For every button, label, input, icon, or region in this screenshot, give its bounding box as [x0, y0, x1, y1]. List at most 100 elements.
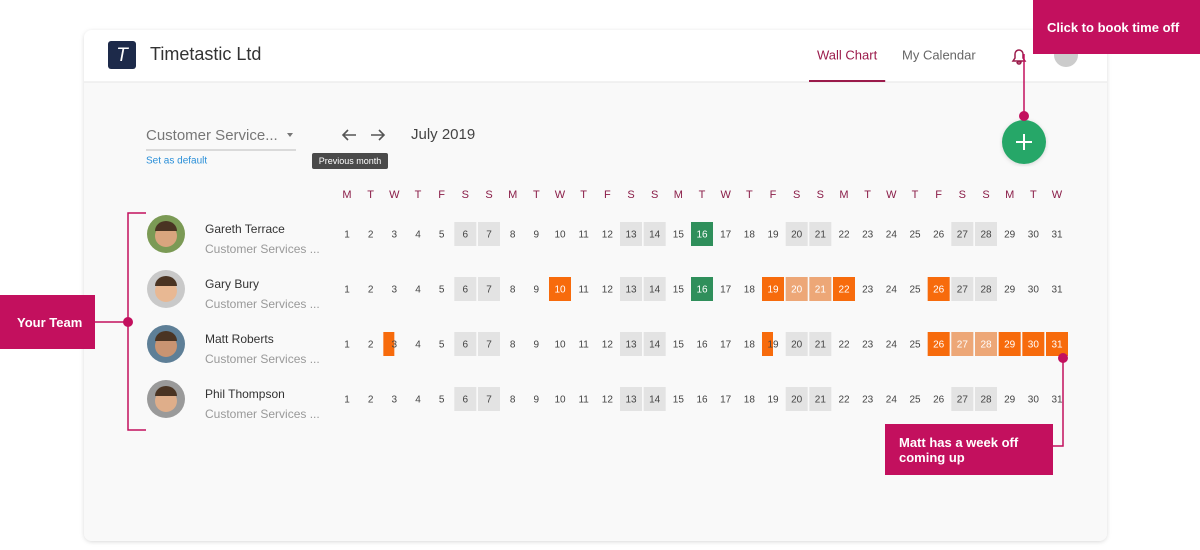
annotation: Click to book time off — [1033, 0, 1200, 54]
weekday-letter: W — [389, 189, 400, 201]
day-number: 14 — [649, 230, 661, 241]
leave-cell — [975, 332, 997, 356]
weekday-letter: W — [555, 189, 566, 201]
leave-cell — [383, 332, 395, 356]
day-number: 3 — [392, 340, 398, 351]
day-number: 12 — [602, 285, 614, 296]
team-select[interactable]: Customer Service... — [146, 127, 278, 144]
day-number: 17 — [720, 340, 732, 351]
day-number: 19 — [767, 285, 779, 296]
day-number: 14 — [649, 395, 661, 406]
annotation: Your Team — [0, 295, 95, 349]
day-number: 5 — [439, 230, 445, 241]
annotation: Matt has a week off coming up — [885, 424, 1053, 475]
day-number: 21 — [815, 395, 827, 406]
day-number: 11 — [578, 230, 589, 241]
day-number: 26 — [933, 230, 945, 241]
day-number: 16 — [696, 285, 708, 296]
weekend-cell — [478, 277, 500, 301]
prev-month[interactable] — [341, 129, 356, 141]
day-number: 4 — [415, 230, 421, 241]
weekday-letter: S — [651, 189, 658, 201]
day-number: 18 — [744, 395, 756, 406]
person-team: Customer Services ... — [205, 297, 320, 311]
day-number: 29 — [1004, 230, 1016, 241]
weekend-cell — [454, 277, 477, 301]
leave-cell — [809, 277, 832, 301]
day-number: 23 — [862, 340, 874, 351]
callout-dot — [123, 317, 133, 327]
weekend-cell — [454, 222, 477, 246]
day-number: 18 — [744, 285, 756, 296]
day-number: 25 — [909, 285, 921, 296]
day-number: 24 — [886, 285, 898, 296]
person-team: Customer Services ... — [205, 352, 320, 366]
leave-cell — [1022, 332, 1045, 356]
day-number: 10 — [554, 230, 566, 241]
day-number: 1 — [344, 395, 350, 406]
day-number: 12 — [602, 230, 614, 241]
nav-tab[interactable]: My Calendar — [902, 47, 976, 62]
weekend-cell — [785, 222, 808, 246]
weekday-letter: F — [935, 189, 942, 201]
day-number: 25 — [909, 340, 921, 351]
leave-cell — [1046, 332, 1068, 356]
weekday-letter: S — [982, 189, 989, 201]
day-number: 2 — [368, 395, 374, 406]
weekend-cell — [809, 387, 832, 411]
day-number: 19 — [767, 340, 779, 351]
weekday-letter: S — [627, 189, 634, 201]
day-number: 16 — [696, 395, 708, 406]
day-number: 28 — [980, 395, 992, 406]
day-number: 20 — [791, 230, 803, 241]
weekend-cell — [809, 332, 832, 356]
weekend-cell — [643, 332, 666, 356]
day-number: 1 — [344, 230, 350, 241]
day-number: 9 — [534, 230, 540, 241]
day-number: 31 — [1051, 395, 1063, 406]
weekend-cell — [809, 222, 832, 246]
set-default-link[interactable]: Set as default — [146, 156, 207, 167]
next-month[interactable] — [371, 129, 386, 141]
leave-cell — [833, 277, 855, 301]
weekend-cell — [478, 387, 500, 411]
add-icon[interactable] — [1016, 134, 1032, 150]
day-number: 30 — [1028, 395, 1040, 406]
nav-tab[interactable]: Wall Chart — [817, 47, 878, 62]
day-number: 14 — [649, 285, 661, 296]
day-number: 3 — [392, 230, 398, 241]
day-number: 21 — [815, 285, 827, 296]
leave-cell — [785, 277, 808, 301]
month-label: July 2019 — [411, 126, 475, 143]
person-name: Matt Roberts — [205, 332, 274, 346]
company-name: Timetastic Ltd — [150, 44, 261, 64]
day-number: 7 — [486, 340, 492, 351]
day-number: 14 — [649, 340, 661, 351]
weekday-letter: F — [770, 189, 777, 201]
weekend-cell — [785, 332, 808, 356]
day-number: 9 — [534, 285, 540, 296]
weekday-letter: M — [839, 189, 848, 201]
weekend-cell — [643, 387, 666, 411]
weekend-cell — [620, 332, 642, 356]
weekend-cell — [620, 387, 642, 411]
day-number: 8 — [510, 285, 516, 296]
day-number: 21 — [815, 230, 827, 241]
day-number: 29 — [1004, 285, 1016, 296]
day-number: 20 — [791, 285, 803, 296]
day-number: 28 — [980, 230, 992, 241]
avatar-hair — [155, 221, 177, 231]
weekday-letter: W — [886, 189, 897, 201]
weekday-letter: T — [533, 189, 540, 201]
day-number: 8 — [510, 230, 516, 241]
select-caret[interactable] — [287, 133, 293, 137]
bell-icon[interactable] — [1011, 49, 1027, 65]
person-name: Gareth Terrace — [205, 222, 285, 236]
day-number: 26 — [933, 285, 945, 296]
weekday-letter: T — [699, 189, 706, 201]
weekend-cell — [951, 277, 974, 301]
day-number: 9 — [534, 395, 540, 406]
day-number: 7 — [486, 285, 492, 296]
weekday-letter: M — [674, 189, 683, 201]
day-number: 28 — [980, 285, 992, 296]
